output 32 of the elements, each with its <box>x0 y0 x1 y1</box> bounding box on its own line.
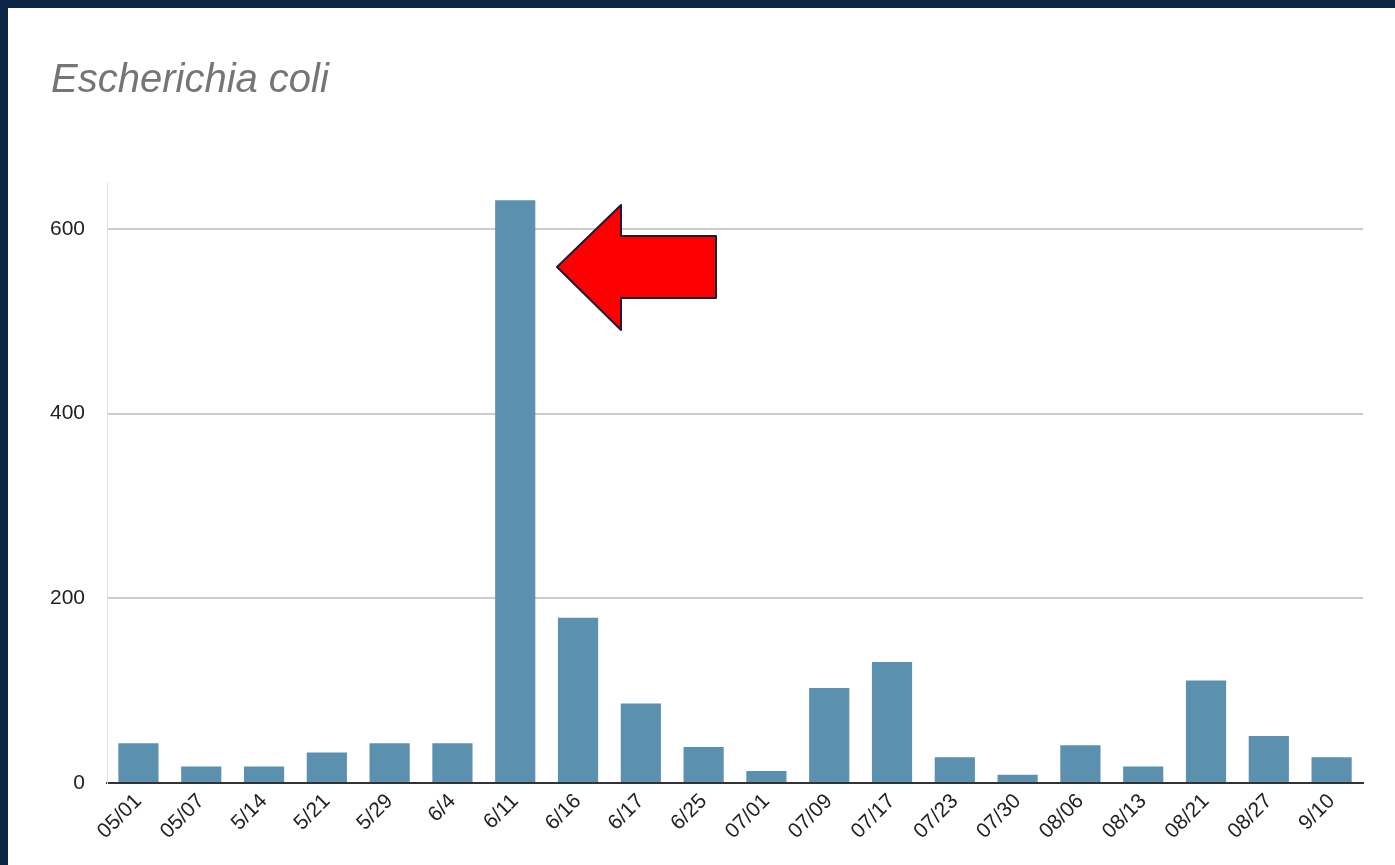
x-tick-label: 6/11 <box>478 788 523 833</box>
bar <box>871 662 913 783</box>
bar <box>557 617 599 783</box>
bar <box>181 766 222 783</box>
x-tick-label: 5/14 <box>225 788 272 834</box>
x-tick-label: 6/16 <box>539 788 585 834</box>
bar <box>1123 766 1164 783</box>
bar <box>746 771 787 783</box>
bar <box>306 752 347 783</box>
bar <box>1060 745 1101 783</box>
bar <box>369 743 410 783</box>
bar <box>934 757 975 783</box>
chart-title: Escherichia coli <box>51 56 329 101</box>
bar <box>495 200 536 783</box>
x-tick-label: 5/29 <box>351 788 397 834</box>
bar <box>683 747 724 783</box>
bar <box>1185 680 1227 783</box>
bar <box>243 766 285 783</box>
x-tick-label: 9/10 <box>1293 788 1339 834</box>
bar <box>1311 757 1352 783</box>
bar <box>118 743 159 783</box>
bar <box>620 703 661 783</box>
bar <box>997 774 1038 783</box>
bar <box>809 687 850 783</box>
bar <box>1248 735 1289 783</box>
x-tick-label: 6/4 <box>422 788 460 826</box>
y-tick-label: 0 <box>73 769 86 793</box>
y-tick-label: 600 <box>49 215 86 239</box>
y-tick-label: 400 <box>49 400 86 424</box>
bar <box>432 743 473 783</box>
y-tick-label: 200 <box>49 585 86 609</box>
x-tick-label: 5/21 <box>288 788 334 834</box>
